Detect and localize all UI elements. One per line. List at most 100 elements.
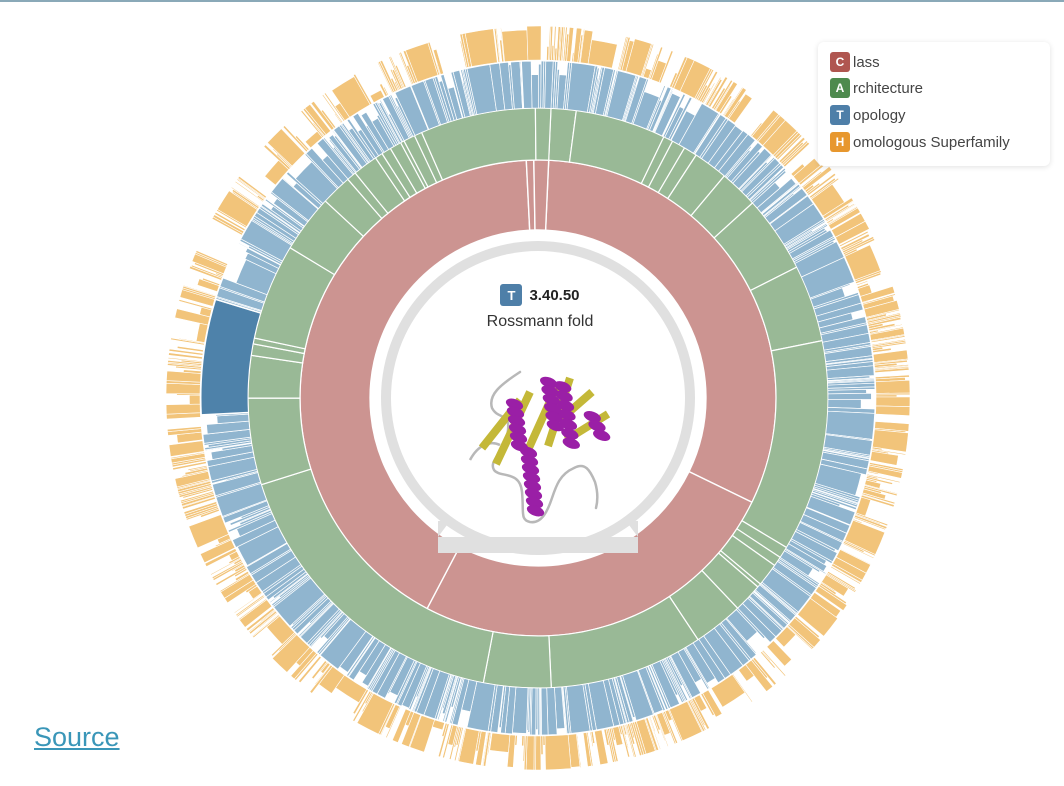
superfamily-segment[interactable] — [189, 394, 201, 405]
superfamily-segment[interactable] — [834, 220, 870, 245]
superfamily-segment[interactable] — [869, 450, 899, 466]
superfamily-segment[interactable] — [874, 367, 910, 374]
superfamily-segment[interactable] — [872, 347, 892, 354]
superfamily-segment[interactable] — [707, 76, 729, 108]
superfamily-segment[interactable] — [658, 50, 674, 84]
topology-segment[interactable] — [544, 60, 554, 109]
superfamily-segment[interactable] — [187, 465, 208, 471]
superfamily-segment[interactable] — [782, 141, 811, 168]
superfamily-segment[interactable] — [320, 109, 337, 129]
superfamily-segment[interactable] — [201, 277, 221, 287]
architecture-segment[interactable] — [482, 630, 552, 689]
superfamily-segment[interactable] — [495, 27, 501, 63]
superfamily-segment[interactable] — [728, 93, 753, 124]
superfamily-segment[interactable] — [875, 396, 911, 408]
superfamily-segment[interactable] — [582, 732, 592, 768]
superfamily-segment[interactable] — [304, 103, 332, 136]
superfamily-segment[interactable] — [235, 594, 265, 617]
superfamily-segment[interactable] — [464, 28, 498, 67]
superfamily-segment[interactable] — [214, 211, 246, 232]
legend-item-topology[interactable]: T opology — [830, 104, 906, 126]
superfamily-segment[interactable] — [394, 64, 407, 88]
superfamily-segment[interactable] — [176, 345, 204, 353]
superfamily-segment[interactable] — [183, 369, 202, 374]
superfamily-segment[interactable] — [457, 727, 467, 762]
superfamily-segment[interactable] — [212, 214, 245, 234]
superfamily-segment[interactable] — [172, 461, 207, 471]
superfamily-segment[interactable] — [183, 501, 218, 515]
superfamily-segment[interactable] — [165, 403, 201, 415]
superfamily-segment[interactable] — [566, 26, 575, 62]
superfamily-segment[interactable] — [702, 82, 716, 104]
superfamily-segment[interactable] — [168, 348, 204, 356]
superfamily-segment[interactable] — [482, 731, 489, 767]
superfamily-segment[interactable] — [587, 39, 618, 69]
superfamily-segment[interactable] — [195, 250, 229, 266]
topology-segment[interactable] — [827, 398, 862, 409]
superfamily-segment[interactable] — [377, 60, 395, 94]
superfamily-segment[interactable] — [352, 73, 373, 106]
superfamily-segment[interactable] — [383, 86, 389, 96]
superfamily-segment[interactable] — [738, 664, 755, 682]
superfamily-segment[interactable] — [489, 732, 511, 753]
superfamily-segment[interactable] — [855, 272, 882, 285]
topology-segment[interactable] — [531, 74, 539, 109]
superfamily-segment[interactable] — [245, 607, 275, 632]
superfamily-segment[interactable] — [180, 490, 214, 503]
superfamily-segment[interactable] — [828, 207, 861, 230]
superfamily-segment[interactable] — [234, 570, 250, 582]
superfamily-segment[interactable] — [168, 440, 205, 457]
legend-item-class[interactable]: C lass — [830, 51, 880, 73]
superfamily-segment[interactable] — [870, 335, 906, 343]
superfamily-segment[interactable] — [535, 735, 542, 771]
superfamily-segment[interactable] — [776, 134, 803, 161]
superfamily-segment[interactable] — [391, 708, 412, 743]
superfamily-segment[interactable] — [603, 728, 610, 746]
superfamily-segment[interactable] — [230, 186, 261, 208]
legend-item-architecture[interactable]: A rchitecture — [830, 77, 923, 99]
superfamily-segment[interactable] — [441, 722, 448, 738]
superfamily-segment[interactable] — [501, 29, 529, 63]
superfamily-segment[interactable] — [648, 716, 662, 750]
superfamily-segment[interactable] — [321, 93, 344, 124]
superfamily-segment[interactable] — [797, 597, 839, 637]
superfamily-segment[interactable] — [442, 724, 454, 759]
superfamily-segment[interactable] — [759, 651, 776, 669]
superfamily-segment[interactable] — [238, 598, 268, 621]
superfamily-segment[interactable] — [182, 284, 217, 297]
architecture-segment[interactable] — [534, 107, 552, 161]
superfamily-segment[interactable] — [842, 542, 875, 559]
superfamily-segment[interactable] — [718, 95, 733, 115]
superfamily-segment[interactable] — [526, 25, 542, 61]
superfamily-segment[interactable] — [651, 715, 661, 735]
superfamily-segment[interactable] — [294, 135, 310, 151]
topology-segment[interactable] — [827, 392, 872, 400]
superfamily-segment[interactable] — [352, 690, 372, 722]
topology-segment[interactable] — [540, 687, 549, 736]
superfamily-segment[interactable] — [544, 734, 572, 771]
superfamily-segment[interactable] — [814, 585, 848, 612]
superfamily-segment[interactable] — [710, 674, 746, 708]
superfamily-segment[interactable] — [875, 379, 911, 394]
superfamily-segment[interactable] — [266, 128, 306, 167]
superfamily-segment[interactable] — [521, 735, 525, 747]
superfamily-segment[interactable] — [806, 172, 837, 196]
legend-item-superfamily[interactable]: H omologous Superfamily — [830, 131, 1010, 153]
superfamily-segment[interactable] — [761, 650, 772, 662]
superfamily-segment[interactable] — [589, 731, 594, 747]
superfamily-segment[interactable] — [700, 692, 715, 717]
superfamily-segment[interactable] — [875, 405, 911, 417]
superfamily-segment[interactable] — [856, 280, 869, 286]
superfamily-segment[interactable] — [853, 516, 886, 531]
superfamily-segment[interactable] — [875, 394, 898, 398]
superfamily-segment[interactable] — [839, 230, 869, 248]
source-link[interactable]: Source — [34, 722, 120, 752]
superfamily-segment[interactable] — [237, 175, 268, 199]
superfamily-segment[interactable] — [251, 613, 280, 638]
superfamily-segment[interactable] — [311, 660, 328, 680]
superfamily-segment[interactable] — [867, 470, 880, 475]
superfamily-segment[interactable] — [594, 729, 609, 766]
superfamily-segment[interactable] — [432, 48, 444, 75]
superfamily-segment[interactable] — [298, 655, 322, 684]
